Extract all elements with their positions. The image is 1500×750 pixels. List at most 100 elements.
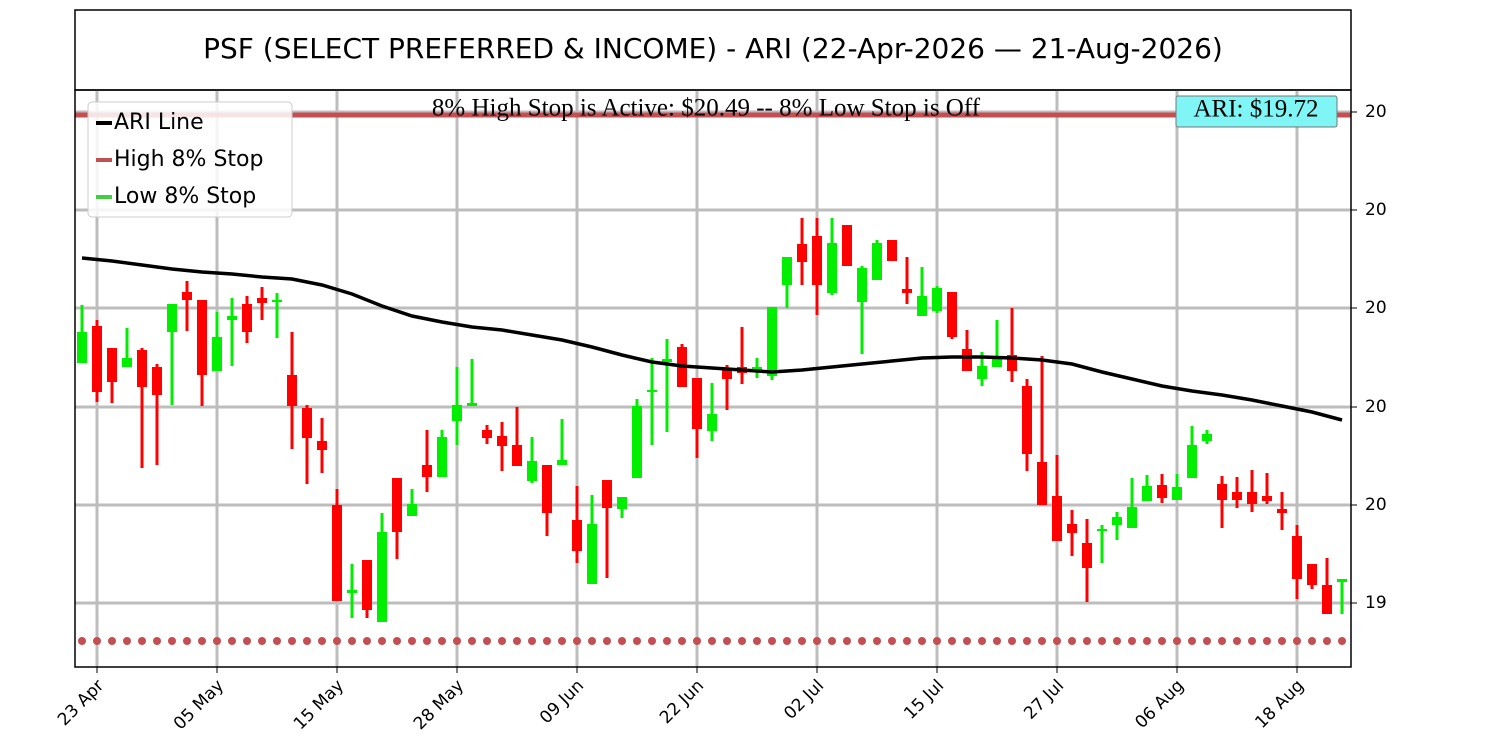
signal-dot [303,637,311,645]
candle-body [212,337,222,371]
candle-body [887,240,897,261]
x-tick-label: 27 Jul [1020,676,1068,724]
candle-body [1247,492,1257,504]
signal-dot [798,637,806,645]
candle-body [182,292,192,300]
candle-body [167,304,177,332]
candle-body [152,367,162,395]
legend-label: Low 8% Stop [114,184,256,209]
candle-body [77,332,87,363]
signal-dot [93,637,101,645]
candle-body [1172,487,1182,500]
candle-body [1157,485,1167,498]
signal-dot [1053,637,1061,645]
signal-dot [1293,637,1301,645]
signal-dot [948,637,956,645]
signal-dot [738,637,746,645]
signal-dot [1278,637,1286,645]
candle-body [1277,509,1287,513]
signal-dot [1158,637,1166,645]
signal-dot [183,637,191,645]
candle-body [962,349,972,371]
signal-dot [603,637,611,645]
candle-body [317,441,327,450]
signal-dot [1173,637,1181,645]
signal-dot [558,637,566,645]
signal-dot [1083,637,1091,645]
candle-body [692,378,702,429]
candle-body [1262,496,1272,501]
signal-dot [123,637,131,645]
x-tick-label: 15 May [290,676,348,734]
candle-body [392,478,402,532]
candle-body [1202,434,1212,441]
candle-body [857,268,867,302]
candle-body [752,367,762,370]
signal-dot [1068,637,1076,645]
signal-dot [753,637,761,645]
signal-dot [1308,637,1316,645]
candle-body [137,350,147,387]
x-tick-label: 18 Aug [1251,676,1308,733]
signal-dot [1023,637,1031,645]
signal-dot [1203,637,1211,645]
signal-dot [618,637,626,645]
candle-body [632,406,642,478]
candle-body [842,225,852,266]
signal-dot [438,637,446,645]
candle-body [602,480,612,508]
candle-body [332,505,342,601]
x-tick-label: 09 Jun [536,676,588,728]
signal-dot [633,637,641,645]
legend-label: ARI Line [114,110,204,135]
signal-dot [288,637,296,645]
candle-body [1007,355,1017,371]
signal-dot [918,637,926,645]
candle-body [617,497,627,509]
candle-body [1232,492,1242,500]
ari-line [81,256,1343,422]
candle-body [782,257,792,285]
signal-dot [873,637,881,645]
signal-dot [468,637,476,645]
signal-dot [693,637,701,645]
signal-dot [1248,637,1256,645]
signal-dot [348,637,356,645]
candle-body [227,316,237,320]
signal-dot [768,637,776,645]
candle-body [497,436,507,446]
signal-dot [1143,637,1151,645]
candle-body [1127,507,1137,528]
candle-body [647,390,657,392]
candle-body [992,357,1002,367]
candle-body [917,296,927,316]
candle-body [707,414,717,431]
signal-dot [168,637,176,645]
candle-body [812,236,822,285]
signal-dot [528,637,536,645]
candle-body [287,375,297,406]
candle-body [272,300,282,302]
signal-dot [1218,637,1226,645]
candle-body [587,524,597,584]
candle-body [1217,484,1227,500]
candle-body [1142,486,1152,501]
stop-annotation: 8% High Stop is Active: $20.49 -- 8% Low… [432,95,981,122]
candle-body [1307,564,1317,585]
candle-body [257,298,267,303]
signal-dot [1128,637,1136,645]
signal-dot [858,637,866,645]
candle-body [422,465,432,477]
signal-dot [1263,637,1271,645]
signal-dot [933,637,941,645]
signal-dot [903,637,911,645]
candle-body [722,368,732,379]
badge-box [1175,95,1338,128]
candle-body [1112,517,1122,525]
candle-body [92,326,102,392]
candle-body [467,403,477,406]
x-tick-label: 06 Aug [1131,676,1188,733]
candle-body [1322,585,1332,614]
signal-dot [138,637,146,645]
signal-dot [588,637,596,645]
